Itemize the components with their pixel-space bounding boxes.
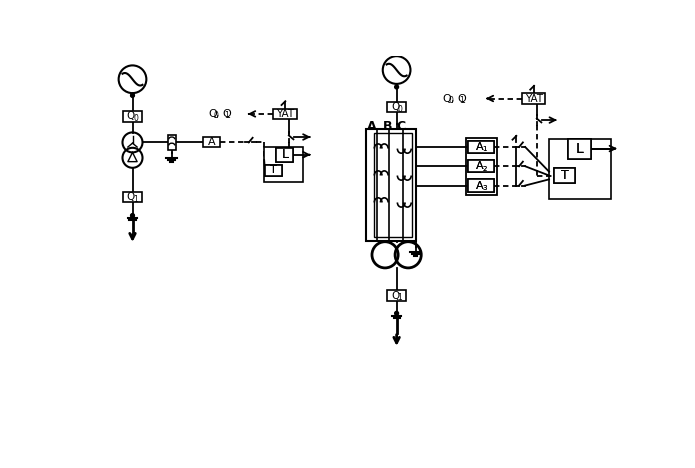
Text: A: A bbox=[476, 142, 484, 152]
Circle shape bbox=[131, 94, 134, 97]
Text: 1: 1 bbox=[224, 111, 229, 120]
Text: L: L bbox=[281, 148, 288, 161]
Bar bbox=[273, 109, 297, 119]
Text: 2: 2 bbox=[482, 166, 486, 172]
Bar bbox=[265, 165, 282, 176]
Text: 1: 1 bbox=[459, 95, 464, 104]
Text: C: C bbox=[397, 120, 406, 133]
Bar bbox=[123, 192, 142, 203]
Bar bbox=[569, 139, 591, 159]
Bar bbox=[265, 165, 282, 176]
Text: 1: 1 bbox=[398, 293, 402, 302]
Bar bbox=[468, 160, 494, 172]
Bar bbox=[373, 133, 412, 237]
Bar bbox=[468, 179, 494, 192]
Text: T: T bbox=[270, 165, 277, 175]
Text: 1: 1 bbox=[482, 146, 486, 152]
Text: A: A bbox=[208, 138, 215, 147]
Bar bbox=[264, 147, 303, 183]
Text: Q: Q bbox=[126, 192, 135, 202]
Bar bbox=[204, 138, 220, 147]
Bar bbox=[277, 148, 293, 161]
Circle shape bbox=[395, 311, 398, 315]
Bar bbox=[387, 102, 406, 112]
Text: L: L bbox=[576, 141, 584, 155]
Bar bbox=[554, 168, 575, 183]
Text: T: T bbox=[561, 169, 569, 182]
Text: T: T bbox=[561, 169, 569, 182]
Text: B: B bbox=[383, 120, 392, 133]
Bar bbox=[569, 139, 591, 159]
Text: 1: 1 bbox=[133, 195, 138, 204]
Text: , Q: , Q bbox=[450, 94, 466, 103]
Text: A: A bbox=[476, 181, 484, 190]
Bar bbox=[387, 290, 406, 301]
Text: 2: 2 bbox=[482, 166, 486, 172]
Bar bbox=[522, 93, 545, 104]
Text: Q: Q bbox=[391, 291, 399, 300]
Bar bbox=[168, 135, 176, 150]
Bar bbox=[277, 148, 293, 161]
Text: A: A bbox=[476, 181, 484, 190]
Text: YAT: YAT bbox=[276, 109, 294, 119]
Circle shape bbox=[131, 213, 134, 218]
Bar bbox=[466, 138, 497, 195]
Text: Q: Q bbox=[443, 94, 452, 103]
Text: 0: 0 bbox=[398, 105, 402, 114]
Text: Q: Q bbox=[208, 109, 217, 119]
Text: 0: 0 bbox=[213, 111, 218, 120]
Text: L: L bbox=[576, 141, 584, 155]
Text: 1: 1 bbox=[482, 146, 486, 152]
Text: 3: 3 bbox=[482, 185, 486, 191]
Text: A: A bbox=[367, 120, 377, 133]
Bar bbox=[468, 179, 494, 192]
Bar bbox=[366, 129, 416, 241]
Text: T: T bbox=[270, 165, 277, 175]
Text: Q: Q bbox=[126, 111, 135, 121]
Text: L: L bbox=[281, 148, 288, 161]
Text: YAT: YAT bbox=[525, 94, 543, 103]
Text: Q: Q bbox=[391, 102, 399, 112]
Bar bbox=[468, 141, 494, 153]
Bar bbox=[468, 141, 494, 153]
Bar bbox=[123, 111, 142, 122]
Text: 0: 0 bbox=[448, 95, 453, 104]
Bar bbox=[468, 160, 494, 172]
Text: A: A bbox=[476, 161, 484, 171]
Text: 3: 3 bbox=[482, 185, 486, 191]
Bar bbox=[554, 168, 575, 183]
Text: A: A bbox=[476, 142, 484, 152]
Text: A: A bbox=[476, 161, 484, 171]
Text: , Q: , Q bbox=[215, 109, 231, 119]
Text: 0: 0 bbox=[133, 114, 138, 123]
Circle shape bbox=[395, 85, 398, 89]
Bar bbox=[549, 139, 611, 199]
